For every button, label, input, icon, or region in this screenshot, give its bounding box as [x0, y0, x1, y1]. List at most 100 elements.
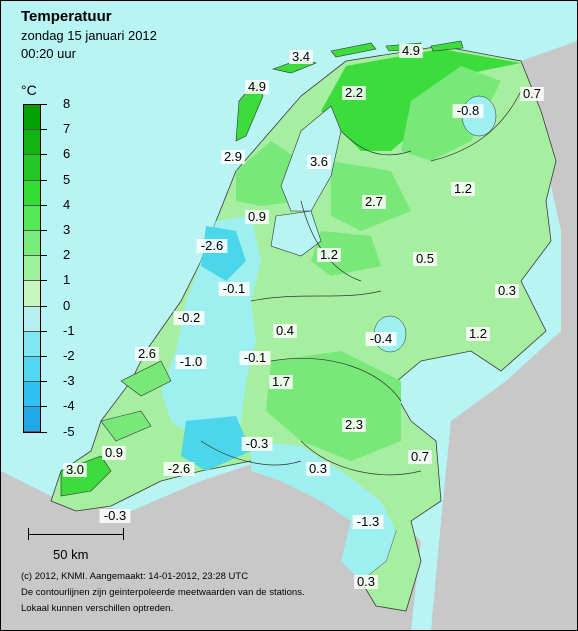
station-value-label: 2.9: [224, 149, 242, 164]
station-value-bg: [452, 104, 484, 118]
legend-tick-label: 8: [63, 96, 71, 111]
station-value: 2.3: [342, 417, 366, 432]
station-value-label: 4.9: [248, 79, 266, 94]
station-value: -0.4: [365, 331, 397, 346]
station-value: 0.3: [306, 461, 330, 476]
station-value: 2.6: [135, 346, 159, 361]
zone-gelderland-south: [266, 351, 401, 461]
station-value-label: 3.6: [310, 154, 328, 169]
station-value: -1.3: [352, 514, 384, 529]
island-schiermonnikoog: [430, 40, 464, 52]
station-value-label: 0.4: [276, 323, 294, 338]
zeeland-schouwen: [100, 410, 152, 442]
station-value-label: 2.2: [345, 85, 363, 100]
station-value-bg: [273, 324, 297, 338]
station-value: 2.2: [342, 85, 366, 100]
station-value-label: 0.9: [105, 445, 123, 460]
station-value-label: 1.2: [320, 247, 338, 262]
legend-tick-label: 1: [63, 272, 71, 288]
legend-swatch: [24, 130, 40, 156]
station-value: -2.6: [196, 238, 228, 253]
station-value: 3.6: [307, 154, 331, 169]
station-value: 3.4: [289, 49, 313, 64]
legend-tick-label: 0: [63, 297, 71, 313]
map-date: zondag 15 januari 2012: [21, 28, 157, 43]
station-value-label: 2.3: [345, 417, 363, 432]
station-value: 2.9: [221, 149, 245, 164]
footer-copyright: (c) 2012, KNMI. Aangemaakt: 14-01-2012, …: [21, 571, 249, 582]
station-value-bg: [365, 332, 397, 346]
legend-tick-mark: [41, 230, 47, 231]
legend-swatch: [24, 256, 40, 282]
station-value-label: 0.9: [248, 209, 266, 224]
legend-tick-mark: [41, 104, 47, 105]
station-value-label: 4.9: [402, 43, 420, 58]
station-value: -0.1: [218, 281, 250, 296]
station-value: 3.0: [63, 462, 87, 477]
station-value-label: -0.3: [104, 508, 126, 523]
station-value-bg: [63, 463, 87, 477]
legend-swatch: [24, 105, 40, 131]
station-value: 0.9: [245, 209, 269, 224]
legend-tick-mark: [41, 381, 47, 383]
station-value-bg: [135, 347, 159, 361]
color-legend: [23, 104, 41, 434]
station-value: 4.9: [245, 79, 269, 94]
legend-tick-label: -2: [63, 348, 75, 363]
station-value: 0.7: [520, 86, 544, 101]
station-value-label: 2.6: [138, 346, 156, 361]
station-value-label: -0.2: [178, 310, 200, 325]
station-value-bg: [221, 150, 245, 164]
scale-bar-left-end: [28, 528, 29, 540]
legend-tick-label: 7: [63, 121, 71, 137]
zone-northeast: [401, 66, 501, 161]
station-value-label: 3.0: [66, 462, 84, 477]
legend-swatch: [24, 306, 40, 332]
markermeer: [270, 210, 322, 257]
station-value: -0.8: [452, 103, 484, 118]
station-value-label: -2.6: [168, 461, 190, 476]
belgium-area: [1, 461, 421, 630]
station-value: 1.2: [466, 326, 490, 341]
legend-tick-label: 2: [63, 247, 71, 263]
footer-note-1: De contourlijnen zijn geinterpoleerde me…: [21, 587, 305, 598]
station-value-bg: [245, 210, 269, 224]
zone-utrecht: [311, 231, 381, 276]
legend-tick-mark: [41, 255, 47, 257]
station-value-label: -0.1: [223, 281, 245, 296]
station-value-bg: [362, 195, 386, 209]
station-value: 1.2: [317, 247, 341, 262]
footer-note-2: Lokaal kunnen verschillen optreden.: [21, 603, 174, 614]
legend-unit: °C: [21, 82, 37, 98]
station-value: 1.2: [451, 181, 475, 196]
station-value-bg: [466, 327, 490, 341]
station-value-bg: [307, 155, 331, 169]
station-value-bg: [342, 418, 366, 432]
legend-swatch: [24, 281, 40, 307]
station-value-label: -1.0: [180, 354, 202, 369]
station-value-label: 3.4: [292, 49, 310, 64]
station-value-label: -0.3: [246, 436, 268, 451]
map-time: 00:20 uur: [21, 46, 76, 61]
legend-swatch: [24, 205, 40, 231]
station-value: -0.2: [173, 310, 205, 325]
zone-coastal-cold: [161, 216, 261, 446]
legend-swatch: [24, 180, 40, 206]
station-value-label: -0.1: [244, 350, 266, 365]
legend-swatch: [24, 155, 40, 181]
legend-tick-mark: [41, 356, 47, 357]
station-value-label: -0.4: [370, 331, 392, 346]
station-value-label: 0.7: [411, 449, 429, 464]
station-value: 0.3: [495, 283, 519, 298]
legend-tick-mark: [41, 204, 47, 206]
zeeland-goeree: [120, 360, 172, 397]
legend-tick-label: -1: [63, 322, 75, 338]
legend-tick-label: -3: [63, 373, 75, 389]
station-value-bg: [451, 182, 475, 196]
station-value-label: 0.3: [309, 461, 327, 476]
station-value-bg: [399, 44, 423, 58]
zone-brabant-cold: [251, 441, 396, 581]
legend-tick-mark: [41, 154, 47, 156]
